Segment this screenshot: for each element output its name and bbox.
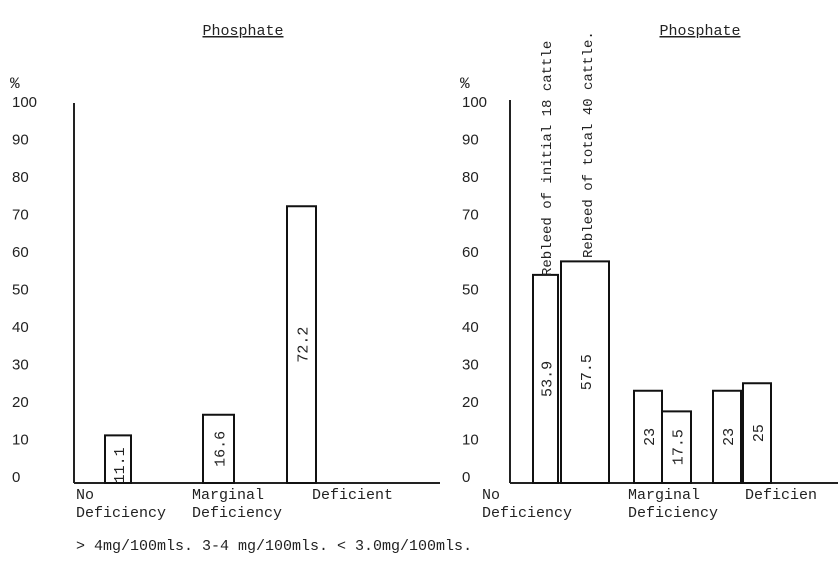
chart-right-category-label: No [482, 487, 500, 504]
y-tick-label: 50 [12, 282, 29, 299]
y-tick-label: 80 [462, 169, 479, 186]
chart-right-s2-bar-label-1: 17.5 [671, 429, 688, 465]
chart-left-bar-2 [286, 205, 317, 484]
y-tick-label: 60 [12, 244, 29, 261]
chart-right-s1-bar-0 [532, 273, 559, 484]
y-tick-label: 70 [462, 207, 479, 224]
chart-right-s2-bar-label-0: 57.5 [579, 354, 596, 390]
chart-left-category-label: Marginal [192, 487, 264, 504]
chart-right-s2-bar-0 [560, 260, 610, 484]
chart-left-bar-0 [104, 434, 132, 484]
chart-right-ylabel: % [460, 75, 470, 93]
y-tick-label: 10 [462, 432, 479, 449]
chart-right-s2-bar-2 [742, 382, 772, 484]
chart-left-category-label: Deficient [312, 487, 393, 504]
chart-left-bar-label-1: 16.6 [213, 431, 230, 467]
y-tick-label: 20 [12, 394, 29, 411]
y-tick-label: 50 [462, 282, 479, 299]
y-tick-label: 10 [12, 432, 29, 449]
legend-series-2-label: Rebleed of total 40 cattle. [581, 31, 597, 258]
y-tick-label: 20 [462, 394, 479, 411]
chart-left-bar-label-0: 11.1 [112, 447, 129, 483]
y-tick-label: 100 [12, 94, 37, 111]
y-tick-label: 90 [462, 132, 479, 149]
chart-left-title: Phosphate [202, 23, 283, 40]
chart-right-y-ticks: 0 10 20 30 40 50 60 70 80 90 100 [462, 94, 487, 486]
chart-right-s1-bar-label-0: 53.9 [540, 361, 557, 397]
chart-left-bar-1 [202, 413, 235, 484]
chart-right-category-label: Marginal [628, 487, 700, 504]
y-tick-label: 40 [462, 319, 479, 336]
y-tick-label: 100 [462, 94, 487, 111]
chart-left-bar-label-2: 72.2 [296, 327, 313, 363]
chart-right-category-label: Deficiency [482, 505, 572, 522]
chart-right-bars: 53.9 23 23 57.5 17.5 25 [532, 260, 772, 484]
y-tick-label: 30 [12, 357, 29, 374]
y-tick-label: 40 [12, 319, 29, 336]
chart-right-s1-bar-label-2: 23 [721, 428, 738, 446]
y-tick-label: 90 [12, 132, 29, 149]
chart-left-ylabel: % [10, 75, 20, 93]
chart-right-s2-bar-label-2: 25 [751, 424, 768, 442]
chart-right-category-label: Deficiency [628, 505, 718, 522]
chart-right: Phosphate % 0 10 20 30 40 50 60 70 80 90 100 53.9 2… [460, 23, 838, 522]
y-tick-label: 80 [12, 169, 29, 186]
chart-left-category-label: Deficiency [76, 505, 166, 522]
y-tick-label: 60 [462, 244, 479, 261]
chart-right-s2-bar-1 [661, 410, 692, 484]
chart-right-category-label: Deficien [745, 487, 817, 504]
y-tick-label: 70 [12, 207, 29, 224]
y-tick-label: 0 [462, 469, 470, 486]
chart-right-s1-bar-label-1: 23 [642, 428, 659, 446]
chart-left-y-ticks: 0 10 20 30 40 50 60 70 80 90 100 [12, 94, 37, 486]
legend-series-1-label: Rebleed of initial 18 cattle [540, 41, 556, 276]
chart-left-bars: 11.1 16.6 72.2 [104, 205, 317, 484]
y-tick-label: 30 [462, 357, 479, 374]
chart-right-title: Phosphate [659, 23, 740, 40]
chart-left-category-label: No [76, 487, 94, 504]
chart-left-category-label: Deficiency [192, 505, 282, 522]
chart-right-s1-bar-2 [712, 389, 742, 484]
phosphate-range-footer: > 4mg/100mls. 3-4 mg/100mls. < 3.0mg/100… [76, 538, 473, 555]
y-tick-label: 0 [12, 469, 20, 486]
